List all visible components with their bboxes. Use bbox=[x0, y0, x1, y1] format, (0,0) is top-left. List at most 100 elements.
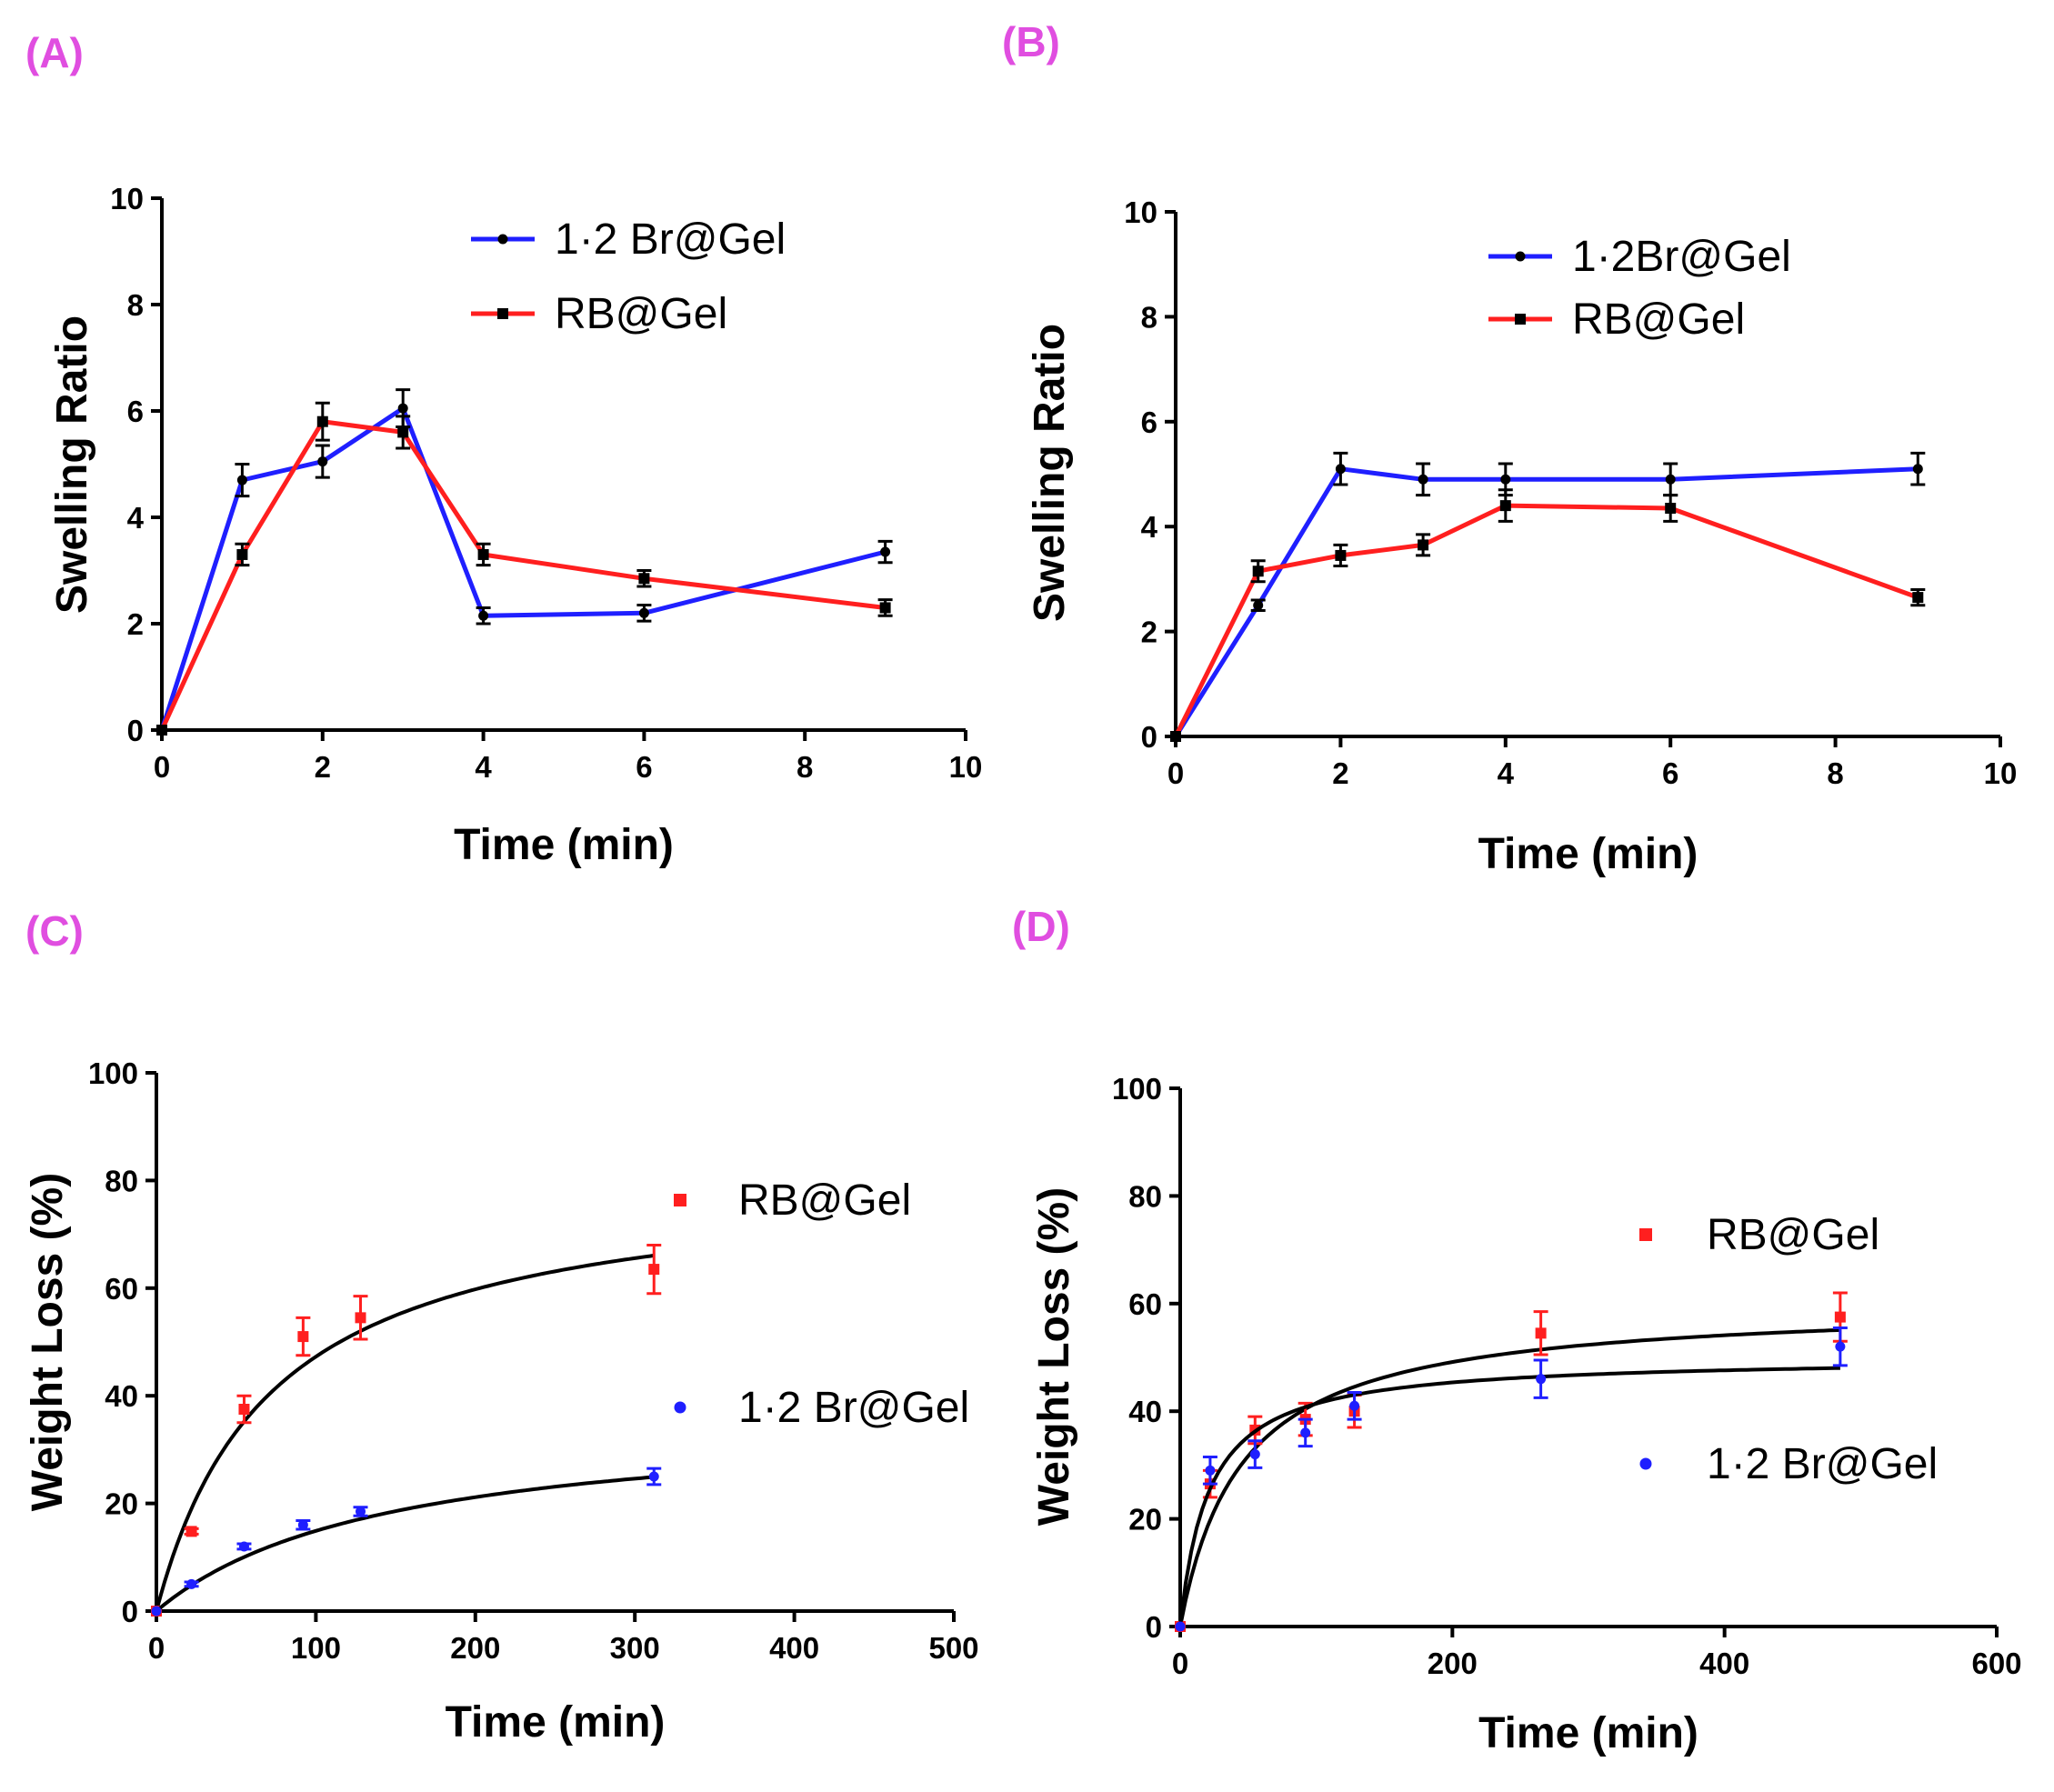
series-0 bbox=[151, 1243, 662, 1617]
data-point bbox=[151, 1606, 162, 1617]
data-point bbox=[186, 1578, 197, 1589]
data-point bbox=[879, 602, 891, 614]
x-tick-label: 4 bbox=[475, 750, 492, 784]
y-tick-label: 40 bbox=[105, 1379, 138, 1413]
y-tick-label: 20 bbox=[105, 1487, 138, 1521]
legend-entry: 1·2 Br@Gel bbox=[1639, 1440, 1938, 1488]
y-tick-label: 0 bbox=[127, 714, 144, 747]
legend-marker bbox=[497, 234, 508, 245]
data-point bbox=[397, 426, 409, 438]
x-tick-label: 500 bbox=[928, 1631, 978, 1665]
legend-entry: RB@Gel bbox=[471, 290, 727, 338]
data-point bbox=[1249, 1449, 1260, 1460]
data-point bbox=[185, 1526, 197, 1537]
y-tick-label: 20 bbox=[1128, 1503, 1162, 1537]
data-point bbox=[238, 1404, 250, 1415]
data-point bbox=[638, 607, 649, 618]
x-tick-label: 0 bbox=[148, 1631, 165, 1665]
y-tick-label: 2 bbox=[1141, 616, 1157, 649]
y-tick-label: 10 bbox=[1124, 195, 1157, 229]
legend-marker bbox=[1639, 1228, 1652, 1241]
panel-label: (B) bbox=[1002, 18, 1060, 65]
data-point bbox=[236, 475, 247, 486]
legend-entry: 1·2 Br@Gel bbox=[674, 1384, 969, 1432]
y-tick-label: 8 bbox=[127, 288, 144, 322]
y-tick-label: 80 bbox=[1128, 1179, 1162, 1213]
y-axis-title: Weight Loss (%) bbox=[24, 1173, 72, 1511]
data-point bbox=[648, 1471, 659, 1482]
x-tick-label: 200 bbox=[1428, 1647, 1478, 1680]
data-point bbox=[297, 1331, 309, 1343]
y-tick-label: 2 bbox=[127, 607, 144, 641]
x-tick-label: 2 bbox=[1332, 756, 1348, 790]
data-point bbox=[1835, 1341, 1846, 1352]
data-point bbox=[638, 573, 650, 585]
x-axis-title: Time (min) bbox=[1478, 1709, 1698, 1757]
data-point bbox=[1335, 549, 1347, 561]
data-point bbox=[477, 548, 489, 560]
y-tick-label: 80 bbox=[105, 1164, 138, 1197]
series-1 bbox=[156, 401, 893, 736]
data-point bbox=[1536, 1374, 1547, 1385]
data-point bbox=[1349, 1400, 1360, 1411]
series-line bbox=[1173, 466, 1919, 738]
x-tick-label: 8 bbox=[1827, 756, 1843, 790]
series-line bbox=[1173, 503, 1919, 738]
data-point bbox=[1418, 474, 1428, 485]
data-point bbox=[238, 1541, 249, 1552]
fit-curve bbox=[155, 1253, 655, 1612]
panel-d: (D) 0 20 40 60 80 100 0 200 400 600 Time (min) Weigh… bbox=[1012, 903, 2022, 1757]
panel-b: (B) 0 2 4 6 8 10 0 2 4 6 8 10 Time (min) Swelling Rati… bbox=[1002, 18, 2017, 878]
y-tick-label: 0 bbox=[1141, 720, 1157, 754]
y-tick-label: 8 bbox=[1141, 300, 1157, 334]
data-point bbox=[397, 403, 408, 414]
data-point bbox=[1834, 1311, 1846, 1323]
y-tick-label: 6 bbox=[1141, 405, 1157, 439]
legend-label: 1·2 Br@Gel bbox=[1707, 1440, 1938, 1488]
legend-entry: RB@Gel bbox=[1488, 295, 1745, 344]
data-point bbox=[478, 610, 489, 621]
y-axis-title: Weight Loss (%) bbox=[1030, 1187, 1078, 1526]
x-tick-label: 100 bbox=[291, 1631, 341, 1665]
legend-label: RB@Gel bbox=[1707, 1211, 1879, 1259]
y-tick-label: 0 bbox=[1146, 1610, 1162, 1644]
legend-label: RB@Gel bbox=[1572, 295, 1745, 344]
panel-a: (A) 0 2 4 6 8 10 0 2 4 6 8 10 Time (min) Swelling Rati… bbox=[25, 29, 982, 869]
data-point bbox=[1300, 1427, 1311, 1438]
legend-label: RB@Gel bbox=[555, 290, 727, 338]
x-tick-label: 4 bbox=[1498, 756, 1515, 790]
x-axis-title: Time (min) bbox=[1478, 830, 1698, 878]
y-tick-label: 100 bbox=[1112, 1072, 1162, 1106]
y-axis-title: Swelling Ratio bbox=[48, 315, 96, 614]
y-tick-label: 0 bbox=[122, 1595, 138, 1628]
y-tick-label: 40 bbox=[1128, 1395, 1162, 1428]
series-1 bbox=[151, 1467, 662, 1617]
data-point bbox=[1535, 1327, 1547, 1339]
series-line bbox=[159, 419, 886, 732]
x-tick-label: 0 bbox=[1172, 1647, 1188, 1680]
data-point bbox=[297, 1519, 308, 1530]
y-tick-label: 10 bbox=[110, 182, 144, 215]
y-tick-label: 100 bbox=[88, 1056, 138, 1090]
data-point bbox=[355, 1312, 366, 1324]
legend-marker bbox=[1515, 251, 1526, 262]
panel-label: (D) bbox=[1012, 903, 1070, 950]
series-0 bbox=[1170, 451, 1926, 742]
data-point bbox=[1252, 566, 1264, 577]
legend-marker bbox=[674, 1401, 686, 1414]
legend-entry: RB@Gel bbox=[1639, 1211, 1879, 1259]
legend-label: 1·2 Br@Gel bbox=[555, 215, 786, 264]
x-tick-label: 300 bbox=[610, 1631, 660, 1665]
legend-marker bbox=[497, 308, 508, 319]
legend-marker bbox=[1639, 1457, 1652, 1470]
data-point bbox=[1253, 600, 1264, 611]
fit-curve bbox=[1178, 1327, 1840, 1627]
y-tick-label: 6 bbox=[127, 395, 144, 428]
x-tick-label: 0 bbox=[1167, 756, 1184, 790]
x-tick-label: 600 bbox=[1971, 1647, 2021, 1680]
series-0 bbox=[156, 388, 893, 736]
x-tick-label: 0 bbox=[154, 750, 170, 784]
x-axis-title: Time (min) bbox=[446, 1698, 666, 1747]
data-point bbox=[1175, 1621, 1186, 1632]
